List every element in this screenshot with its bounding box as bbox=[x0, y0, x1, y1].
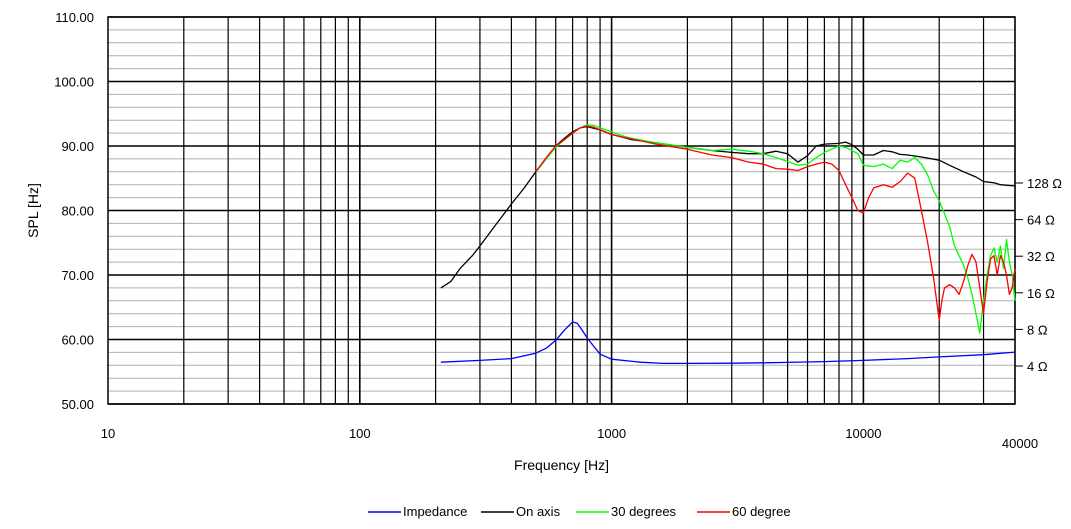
y-tick-label: 60.00 bbox=[61, 333, 94, 348]
legend-label: On axis bbox=[516, 504, 561, 519]
legend: Impedance On axis 30 degrees 60 degree bbox=[368, 504, 791, 519]
plot-frame bbox=[107, 16, 1016, 405]
legend-item: On axis bbox=[481, 504, 561, 519]
right-axis-tick-label: 32 Ω bbox=[1027, 249, 1055, 264]
right-axis-tick-label: 64 Ω bbox=[1027, 213, 1055, 228]
y-tick-label: 50.00 bbox=[61, 397, 94, 412]
right-axis-tick-label: 128 Ω bbox=[1027, 176, 1062, 191]
x-tick-label: 1000 bbox=[597, 426, 626, 441]
x-tick-label: 100 bbox=[349, 426, 371, 441]
series-line-30-degrees bbox=[535, 124, 1016, 334]
legend-label: 30 degrees bbox=[611, 504, 677, 519]
right-axis-tick-label: 8 Ω bbox=[1027, 322, 1048, 337]
legend-item: Impedance bbox=[368, 504, 467, 519]
x-tick-label: 10000 bbox=[845, 426, 881, 441]
right-axis-tick-label: 4 Ω bbox=[1027, 359, 1048, 374]
x-tick-label: 10 bbox=[101, 426, 115, 441]
y-tick-label: 110.00 bbox=[55, 10, 94, 25]
x-tick-label: 40000 bbox=[1002, 436, 1038, 451]
series-layer bbox=[440, 124, 1016, 365]
y-tick-label: 80.00 bbox=[61, 204, 94, 219]
legend-item: 30 degrees bbox=[576, 504, 677, 519]
y-axis-title: SPL [Hz] bbox=[25, 183, 41, 238]
y-tick-label: 100.00 bbox=[54, 75, 94, 90]
right-axis-tick-label: 16 Ω bbox=[1027, 286, 1055, 301]
legend-item: 60 degree bbox=[697, 504, 791, 519]
right-axis-tick-labels: 4 Ω 8 Ω 16 Ω 32 Ω 64 Ω 128 Ω bbox=[1015, 176, 1062, 374]
legend-label: Impedance bbox=[403, 504, 467, 519]
series-line-60-degree bbox=[535, 125, 1016, 321]
grid bbox=[108, 16, 1016, 405]
y-tick-label: 90.00 bbox=[61, 139, 94, 154]
legend-label: 60 degree bbox=[732, 504, 791, 519]
y-tick-labels: 50.00 60.00 70.00 80.00 90.00 100.00 110.00 bbox=[54, 10, 94, 412]
x-tick-labels: 10 100 1000 10000 40000 bbox=[101, 426, 1038, 451]
x-axis-title: Frequency [Hz] bbox=[514, 457, 609, 473]
y-tick-label: 70.00 bbox=[61, 268, 94, 283]
series-line-impedance bbox=[440, 321, 1016, 365]
series-line-on-axis bbox=[440, 125, 1016, 289]
